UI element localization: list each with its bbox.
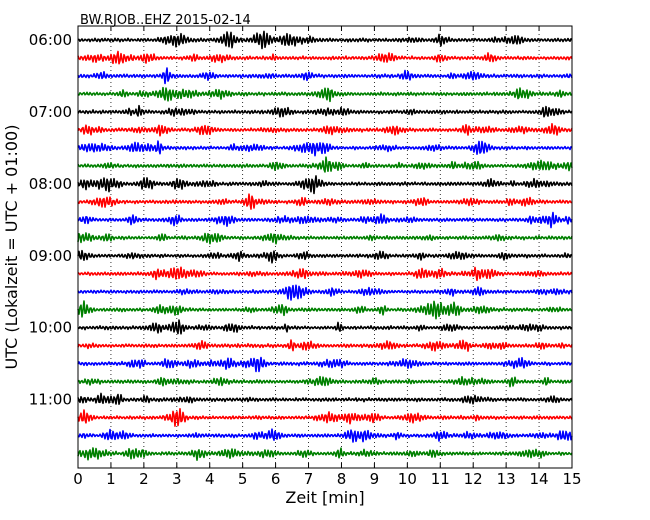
grid-lines — [110, 26, 540, 468]
trace-1115 — [77, 408, 573, 427]
x-tick-label: 5 — [238, 470, 248, 488]
y-axis-label: UTC (Lokalzeit = UTC + 01:00) — [2, 125, 21, 370]
trace-layer — [77, 30, 573, 461]
x-tick-label: 12 — [464, 470, 483, 488]
x-axis-label: Zeit [min] — [285, 488, 364, 507]
y-tick-label: 07:00 — [29, 103, 72, 121]
trace-0945 — [77, 300, 573, 320]
x-tick-label: 4 — [205, 470, 215, 488]
trace-0845 — [77, 232, 573, 245]
x-tick-label: 11 — [431, 470, 450, 488]
x-tick-label: 2 — [139, 470, 149, 488]
trace-0600 — [77, 30, 573, 50]
trace-0630 — [77, 67, 573, 85]
trace-0930 — [77, 284, 573, 301]
plot-frame — [77, 25, 573, 469]
trace-1100 — [77, 392, 573, 405]
x-tick-label: 8 — [337, 470, 347, 488]
trace-1130 — [77, 428, 573, 443]
y-axis-ticks: 06:00 07:00 08:00 09:00 10:00 11:00 — [29, 31, 572, 409]
x-axis-ticks: 0 1 2 3 4 5 6 7 8 9 10 11 12 13 14 15 — [73, 26, 582, 488]
x-tick-label: 7 — [304, 470, 314, 488]
x-tick-label: 15 — [562, 470, 581, 488]
x-tick-label: 6 — [271, 470, 281, 488]
trace-0815 — [77, 193, 573, 210]
trace-0900 — [77, 249, 573, 264]
trace-0615 — [77, 50, 573, 65]
trace-1015 — [77, 339, 573, 352]
y-tick-label: 11:00 — [29, 391, 72, 409]
y-tick-label: 10:00 — [29, 319, 72, 337]
trace-1045 — [77, 375, 573, 388]
trace-0715 — [77, 122, 573, 137]
y-tick-label: 08:00 — [29, 175, 72, 193]
trace-0830 — [77, 211, 573, 229]
trace-0645 — [77, 86, 573, 103]
trace-0745 — [77, 156, 573, 173]
trace-0730 — [77, 140, 573, 157]
chart-title: BW.RJOB..EHZ 2015-02-14 — [80, 13, 251, 28]
x-tick-label: 13 — [497, 470, 516, 488]
trace-0700 — [77, 104, 573, 118]
y-tick-label: 09:00 — [29, 247, 72, 265]
trace-1145 — [77, 447, 573, 461]
y-tick-label: 06:00 — [29, 31, 72, 49]
trace-0800 — [77, 175, 573, 195]
x-tick-label: 10 — [398, 470, 417, 488]
x-tick-label: 1 — [106, 470, 116, 488]
trace-1000 — [77, 319, 573, 335]
x-tick-label: 0 — [73, 470, 83, 488]
trace-0915 — [77, 266, 573, 282]
x-tick-label: 9 — [370, 470, 380, 488]
x-tick-label: 14 — [530, 470, 549, 488]
trace-1030 — [77, 356, 573, 373]
x-tick-label: 3 — [172, 470, 182, 488]
